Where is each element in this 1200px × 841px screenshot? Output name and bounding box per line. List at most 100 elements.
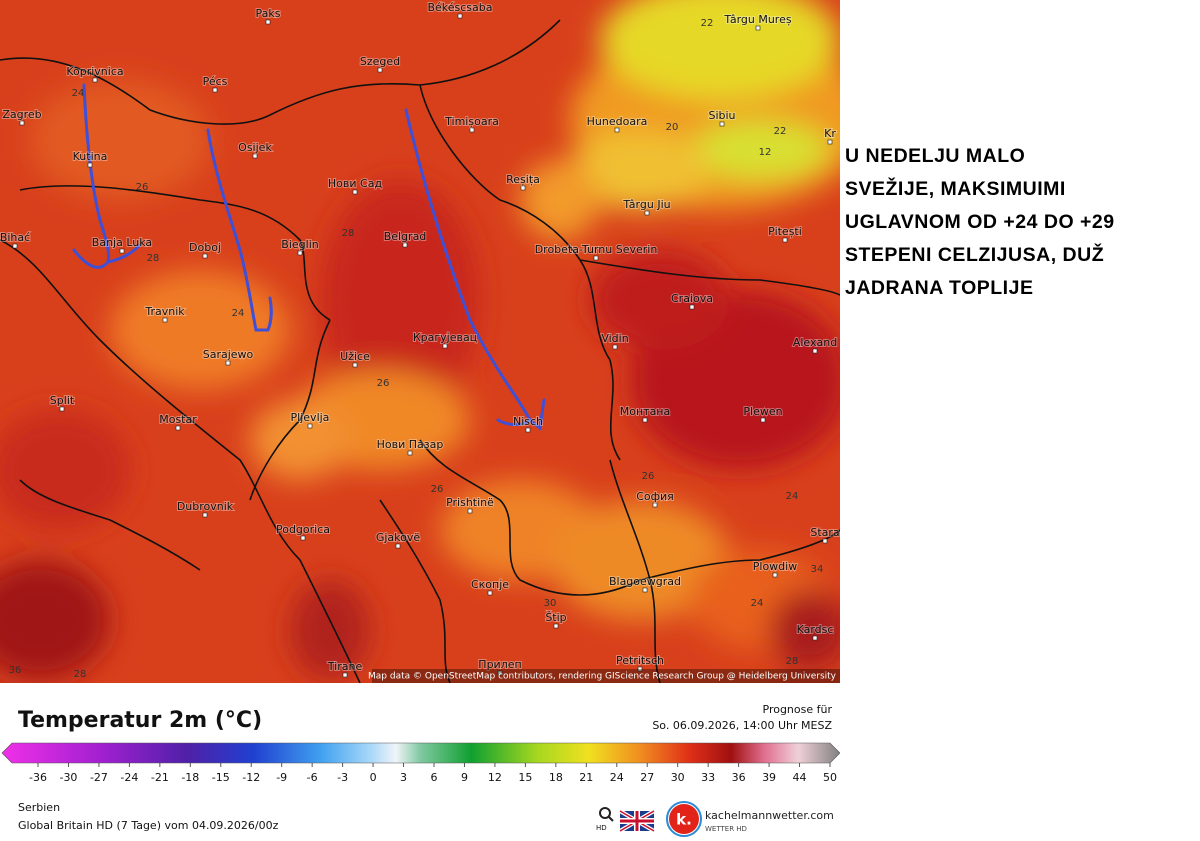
city-label: Kardsc	[797, 623, 834, 636]
legend-tick-label: -15	[212, 771, 230, 784]
legend-tick-label: 3	[400, 771, 407, 784]
city-marker	[352, 362, 358, 368]
caption-line: UGLAVNOM OD +24 DO +29	[845, 211, 1115, 233]
city-label: Нови Сад	[328, 177, 383, 190]
city-label: Târgu Jiu	[622, 198, 670, 211]
city-label: Podgorica	[276, 523, 330, 536]
city-marker	[59, 406, 65, 412]
city-marker	[307, 423, 313, 429]
city-marker	[300, 535, 306, 541]
city-label: Reșița	[506, 173, 540, 186]
contour-label: 36	[9, 665, 22, 676]
city-label: Koprivnica	[66, 65, 123, 78]
legend-tick-label: -30	[59, 771, 77, 784]
legend-tick-label: -24	[120, 771, 138, 784]
city-label: Pécs	[203, 75, 228, 88]
city-marker	[225, 360, 231, 366]
legend-tick-label: 50	[823, 771, 837, 784]
city-marker	[12, 243, 18, 249]
city-marker	[614, 127, 620, 133]
city-label: Прилеп	[478, 658, 521, 671]
temperature-field	[0, 0, 840, 680]
contour-label: 24	[232, 308, 245, 319]
legend-tick-label: 30	[671, 771, 685, 784]
legend-tick-label: -6	[307, 771, 318, 784]
svg-text:k.: k.	[676, 811, 692, 829]
city-label: Prishtinë	[446, 496, 494, 509]
city-marker	[760, 417, 766, 423]
legend-tick-label: 12	[488, 771, 502, 784]
forecast-time: So. 06.09.2026, 14:00 Uhr MESZ	[652, 719, 832, 732]
annotation-lines	[72, 83, 546, 431]
city-marker	[553, 623, 559, 629]
city-marker	[782, 237, 788, 243]
legend-tick-label: -12	[242, 771, 260, 784]
city-marker	[469, 127, 475, 133]
city-label: София	[636, 490, 674, 503]
city-marker	[265, 19, 271, 25]
caption-line: SVEŽIJE, MAKSIMUIMI	[845, 178, 1066, 200]
city-marker	[402, 242, 408, 248]
city-label: Craiova	[671, 292, 713, 305]
city-marker	[497, 670, 503, 676]
city-marker	[642, 587, 648, 593]
contour-label: 24	[72, 88, 85, 99]
city-marker	[593, 255, 599, 261]
city-marker	[212, 87, 218, 93]
city-marker	[457, 13, 463, 19]
caption: U NEDELJU MALO SVEŽIJE, MAKSIMUIMI UGLAVNO…	[845, 140, 1115, 305]
city-label: Gjakovë	[376, 531, 421, 544]
legend-tick-label: -3	[337, 771, 348, 784]
attribution-bg	[372, 669, 840, 683]
city-marker	[637, 666, 643, 672]
city-label: Zagreb	[2, 108, 41, 121]
city-label: Sarajewo	[203, 348, 254, 361]
legend-tick-label: 0	[370, 771, 377, 784]
city-label: Târgu Mureș	[723, 13, 791, 26]
legend-title: Temperatur 2m (°C)	[18, 708, 262, 733]
city-marker	[175, 425, 181, 431]
city-marker	[772, 572, 778, 578]
map: Paks Békéscsaba Târgu Mureș Koprivnica Pécs S…	[0, 0, 840, 683]
city-marker	[377, 67, 383, 73]
city-label: Doboj	[189, 241, 221, 254]
city-label: Alexand	[793, 336, 837, 349]
legend-tick-label: 21	[579, 771, 593, 784]
contour-label: 30	[544, 598, 557, 609]
city-label: Belgrad	[384, 230, 427, 243]
color-bar	[1, 742, 840, 764]
city-label: Drobeta-Turnu Severin	[535, 243, 658, 256]
contour-label: 26	[431, 484, 444, 495]
legend-tick-label: -27	[90, 771, 108, 784]
city-marker	[520, 185, 526, 191]
city-marker	[352, 189, 358, 195]
brand-logo: k.	[666, 801, 702, 837]
contour-label: 26	[136, 182, 149, 193]
city-marker	[822, 538, 828, 544]
city-label: Plowdiw	[753, 560, 797, 573]
city-label: Banja Luka	[92, 236, 152, 249]
city-marker	[252, 153, 258, 159]
city-label: Mostar	[159, 413, 197, 426]
city-marker	[642, 417, 648, 423]
city-label: Нови Пазар	[377, 438, 444, 451]
legend-tick-label: 39	[762, 771, 776, 784]
city-label: Pitești	[768, 225, 802, 238]
city-marker	[119, 248, 125, 254]
legend-tick-label: 24	[610, 771, 624, 784]
region: Serbien	[18, 801, 60, 814]
city-marker	[467, 508, 473, 514]
city-marker	[407, 450, 413, 456]
city-label: Štip	[545, 611, 566, 624]
contour-label: 24	[751, 598, 764, 609]
city-marker	[487, 590, 493, 596]
caption-line: STEPENI CELZIJUSA, DUŽ	[845, 244, 1105, 266]
city-label: Kr	[824, 127, 836, 140]
contour-label: 26	[642, 471, 655, 482]
city-label: Blagoewgrad	[609, 575, 681, 588]
contour-label: 12	[759, 147, 772, 158]
legend-tick-label: -36	[29, 771, 47, 784]
borders	[0, 19, 840, 683]
city-marker	[162, 317, 168, 323]
